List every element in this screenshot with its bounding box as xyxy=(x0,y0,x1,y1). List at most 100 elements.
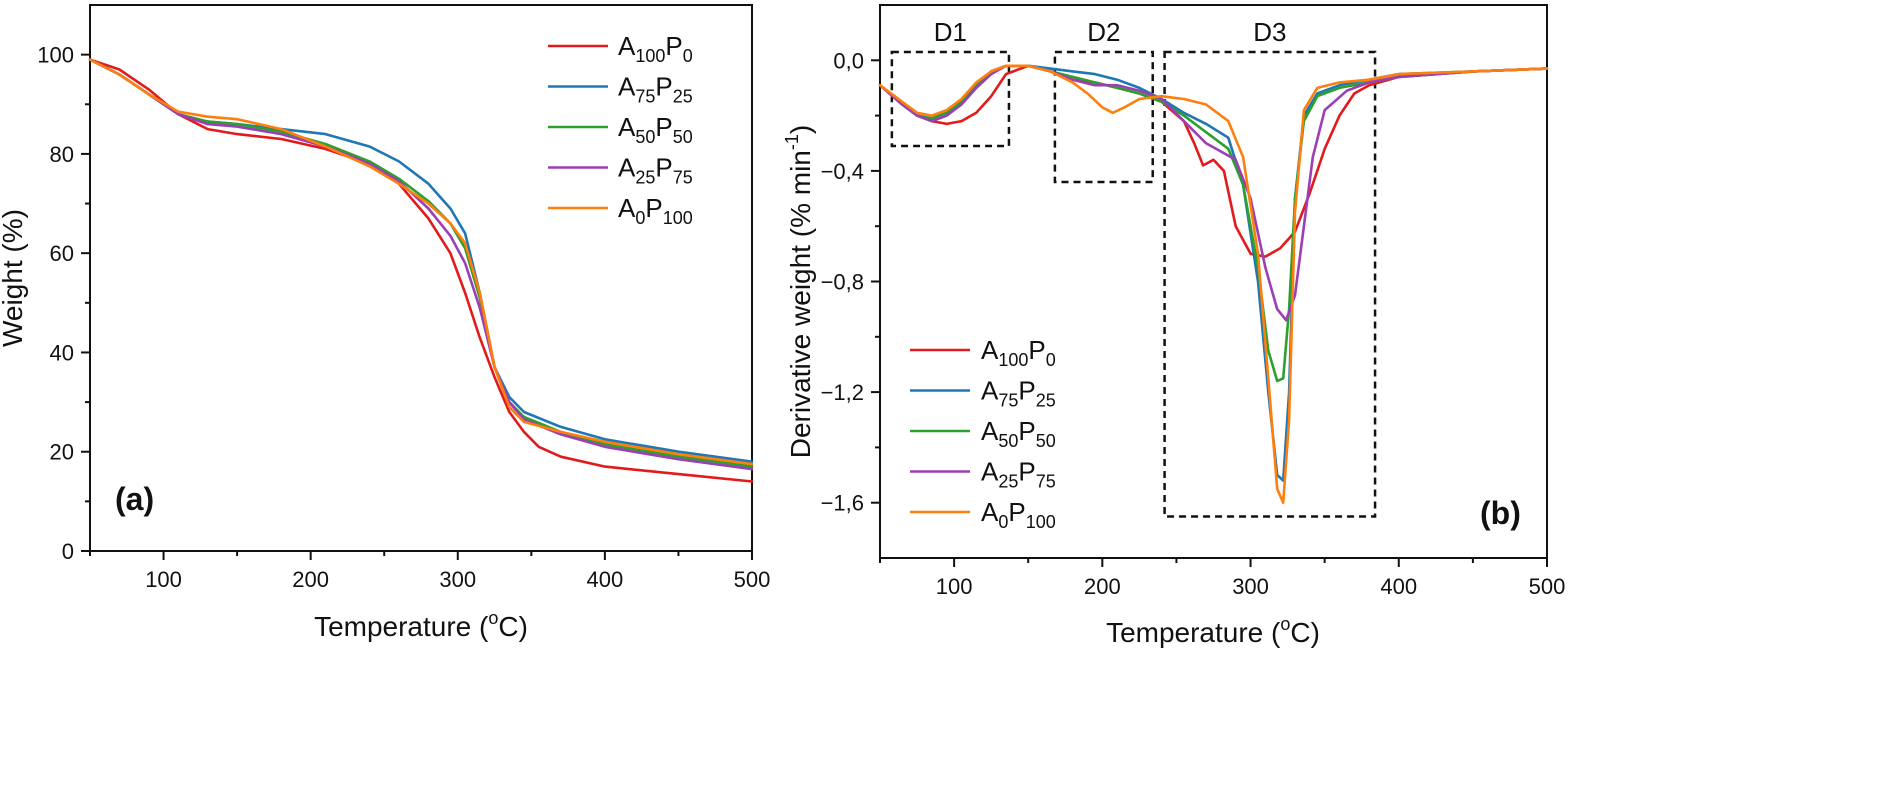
series-line-a50p50 xyxy=(878,64,1549,383)
y-tick-label-a: 20 xyxy=(50,440,74,465)
legend-label-b: A75P25 xyxy=(981,376,1056,411)
y-axis-title-sup: -1 xyxy=(782,134,802,150)
legend-label-sub1: 100 xyxy=(998,350,1028,370)
series-line-a100p0 xyxy=(88,58,754,483)
y-tick-label-b: −0,4 xyxy=(821,159,864,184)
legend-label-a: A0P100 xyxy=(618,193,693,228)
x-tick-label-b: 400 xyxy=(1380,574,1417,599)
legend-label-a: A50P50 xyxy=(618,112,693,147)
x-axis-title-end: C) xyxy=(498,611,528,642)
x-tick-label-b: 100 xyxy=(936,574,973,599)
panel-label-b: (b) xyxy=(1480,495,1521,531)
legend-label-sub1: 25 xyxy=(635,168,655,188)
legend-label-mid: P xyxy=(1008,497,1025,527)
y-tick-label-b: 0,0 xyxy=(833,48,864,73)
legend-label-sub2: 100 xyxy=(1026,512,1056,532)
x-tick-label-a: 200 xyxy=(292,567,329,592)
legend-label-sub2: 25 xyxy=(1036,391,1056,411)
series-line-a100p0 xyxy=(878,64,1549,258)
panel-label-a: (a) xyxy=(115,481,154,517)
x-axis-title-sup: o xyxy=(1280,614,1290,634)
legend-label-base: A xyxy=(981,457,999,487)
y-tick-label-a: 40 xyxy=(50,340,74,365)
x-axis-title-text: Temperature ( xyxy=(314,611,489,642)
legend-label-mid: P xyxy=(665,31,682,61)
y-axis-title-text: Derivative weight (% min xyxy=(785,150,816,458)
x-tick-label-a: 100 xyxy=(145,567,182,592)
legend-label-mid: P xyxy=(645,193,662,223)
legend-label-sub2: 25 xyxy=(673,87,693,107)
x-tick-label-a: 500 xyxy=(734,567,771,592)
legend-label-base: A xyxy=(618,112,636,142)
y-tick-label-a: 60 xyxy=(50,241,74,266)
legend-label-sub2: 50 xyxy=(1036,431,1056,451)
legend-label-a: A25P75 xyxy=(618,153,693,188)
legend-label-sub2: 0 xyxy=(1046,350,1056,370)
x-axis-title-sup: o xyxy=(488,608,498,628)
legend-label-b: A0P100 xyxy=(981,497,1056,532)
legend-label-mid: P xyxy=(1028,335,1045,365)
x-tick-label-b: 300 xyxy=(1232,574,1269,599)
legend-label-b: A50P50 xyxy=(981,416,1056,451)
legend-label-a: A100P0 xyxy=(618,31,693,66)
region-label-d1: D1 xyxy=(934,17,967,47)
legend-label-mid: P xyxy=(655,112,672,142)
legend-label-base: A xyxy=(618,153,636,183)
y-tick-label-a: 100 xyxy=(37,43,74,68)
legend-label-sub1: 0 xyxy=(635,208,645,228)
x-tick-label-a: 300 xyxy=(439,567,476,592)
legend-label-sub1: 25 xyxy=(998,472,1018,492)
y-tick-label-a: 80 xyxy=(50,142,74,167)
x-tick-label-b: 200 xyxy=(1084,574,1121,599)
x-tick-label-a: 400 xyxy=(587,567,624,592)
legend-label-base: A xyxy=(618,31,636,61)
region-box-d1 xyxy=(890,50,1011,148)
legend-label-sub2: 100 xyxy=(663,208,693,228)
legend-label-sub1: 50 xyxy=(635,127,655,147)
y-tick-label-b: −0,8 xyxy=(821,270,864,295)
legend-label-base: A xyxy=(618,72,636,102)
legend-label-mid: P xyxy=(655,153,672,183)
legend-label-sub1: 100 xyxy=(635,46,665,66)
y-axis-title-a: Weight (%) xyxy=(0,209,28,347)
x-axis-title-text: Temperature ( xyxy=(1106,617,1281,648)
y-axis-title-b: Derivative weight (% min-1) xyxy=(782,125,816,458)
x-axis-title-a: Temperature (oC) xyxy=(314,608,528,642)
region-box-d2 xyxy=(1053,50,1154,184)
y-axis-title-end: ) xyxy=(785,125,816,134)
legend-label-base: A xyxy=(981,497,999,527)
region-box-d3 xyxy=(1163,50,1377,518)
legend-label-sub1: 75 xyxy=(635,87,655,107)
series-line-a0p100 xyxy=(878,64,1549,505)
legend-label-sub2: 0 xyxy=(683,46,693,66)
y-tick-label-b: −1,6 xyxy=(821,491,864,516)
y-tick-label-a: 0 xyxy=(62,539,74,564)
x-axis-title-b: Temperature (oC) xyxy=(1106,614,1320,648)
legend-label-sub2: 50 xyxy=(673,127,693,147)
legend-label-mid: P xyxy=(655,72,672,102)
y-tick-label-b: −1,2 xyxy=(821,380,864,405)
x-tick-label-b: 500 xyxy=(1529,574,1566,599)
legend-label-base: A xyxy=(981,416,999,446)
legend-label-sub1: 50 xyxy=(998,431,1018,451)
series-line-a25p75 xyxy=(878,64,1549,322)
legend-label-b: A25P75 xyxy=(981,457,1056,492)
legend-label-base: A xyxy=(981,376,999,406)
legend-label-base: A xyxy=(981,335,999,365)
legend-label-sub1: 75 xyxy=(998,391,1018,411)
legend-label-b: A100P0 xyxy=(981,335,1056,370)
x-axis-title-end: C) xyxy=(1290,617,1320,648)
panel-b-derivative-chart: 100 200 300 400 5000,0−0,4−0,8−1,2−1,6Temper… xyxy=(782,4,1566,648)
series-line-a0p100 xyxy=(88,58,754,466)
region-label-d2: D2 xyxy=(1087,17,1120,47)
legend-label-sub2: 75 xyxy=(673,168,693,188)
legend-label-a: A75P25 xyxy=(618,72,693,107)
legend-label-sub2: 75 xyxy=(1036,472,1056,492)
plot-frame-a xyxy=(89,4,753,552)
region-label-d3: D3 xyxy=(1253,17,1286,47)
legend-label-mid: P xyxy=(1018,457,1035,487)
legend-label-mid: P xyxy=(1018,376,1035,406)
legend-label-base: A xyxy=(618,193,636,223)
